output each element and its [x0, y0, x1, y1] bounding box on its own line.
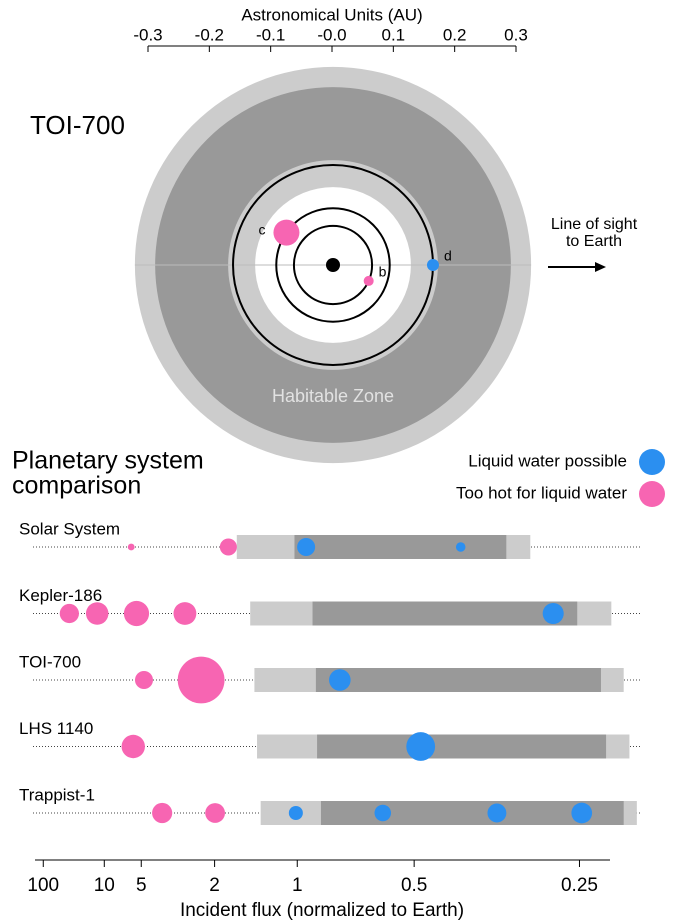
system-name: LHS 1140: [19, 719, 93, 738]
planet: [177, 656, 225, 704]
legend-swatch: [639, 481, 665, 507]
system-name: Trappist-1: [19, 785, 95, 804]
system-title: TOI-700: [30, 110, 125, 140]
planet-label: c: [258, 221, 265, 237]
star: [326, 258, 340, 272]
zone-conservative: [294, 535, 507, 559]
tick-label: 1: [292, 875, 303, 896]
tick-label: 2: [209, 875, 220, 896]
planet: [329, 669, 351, 691]
planet: [455, 542, 466, 552]
tick-label: -0.1: [256, 25, 285, 44]
planet: [85, 602, 109, 625]
tick-label: 10: [94, 875, 115, 896]
tick-label: 0.1: [382, 25, 406, 44]
legend-swatch: [639, 449, 665, 475]
tick-label: -0.3: [133, 25, 162, 44]
axis-title: Astronomical Units (AU): [241, 5, 422, 24]
planet: [426, 259, 439, 271]
zone-conservative: [312, 601, 578, 626]
planet: [374, 804, 392, 822]
tick-label: -0.0: [317, 25, 346, 44]
tick-label: 5: [136, 875, 147, 896]
orbit: [292, 224, 374, 306]
planet: [173, 602, 197, 625]
tick-label: 0.5: [401, 875, 427, 896]
planet: [121, 734, 145, 759]
legend-label: Liquid water possible: [468, 451, 627, 470]
planet: [127, 543, 135, 551]
planet: [363, 275, 374, 286]
tick-label: 0.3: [504, 25, 528, 44]
planet: [134, 671, 153, 689]
annotation: to Earth: [566, 233, 622, 250]
system-name: Kepler-186: [19, 586, 102, 605]
planet: [288, 805, 303, 821]
planet: [487, 803, 507, 823]
zone-conservative: [317, 734, 607, 759]
system-name: TOI-700: [19, 652, 81, 671]
planet: [542, 602, 564, 625]
system-name: Solar System: [19, 519, 120, 538]
tick-label: 0.25: [561, 875, 598, 896]
planet-label: b: [379, 264, 387, 280]
zone-conservative: [315, 668, 601, 692]
tick-label: -0.2: [195, 25, 224, 44]
planet: [205, 803, 225, 823]
zone-label: Habitable Zone: [272, 386, 394, 406]
tick-label: 100: [27, 875, 59, 896]
orbit: [275, 207, 391, 323]
legend-label: Too hot for liquid water: [456, 483, 627, 502]
arrow-head: [595, 262, 606, 272]
planet: [152, 802, 173, 824]
planet: [123, 600, 150, 627]
planet: [571, 802, 593, 824]
section-title: Planetary system: [12, 447, 204, 475]
planet-label: d: [444, 248, 452, 264]
planet: [273, 219, 300, 246]
planet: [219, 538, 237, 556]
planet: [59, 603, 79, 624]
annotation: Line of sight: [551, 216, 638, 233]
section-title: comparison: [12, 472, 141, 500]
axis-title: Incident flux (normalized to Earth): [180, 900, 464, 921]
tick-label: 0.2: [443, 25, 467, 44]
planet: [406, 732, 436, 761]
planet: [297, 538, 316, 556]
